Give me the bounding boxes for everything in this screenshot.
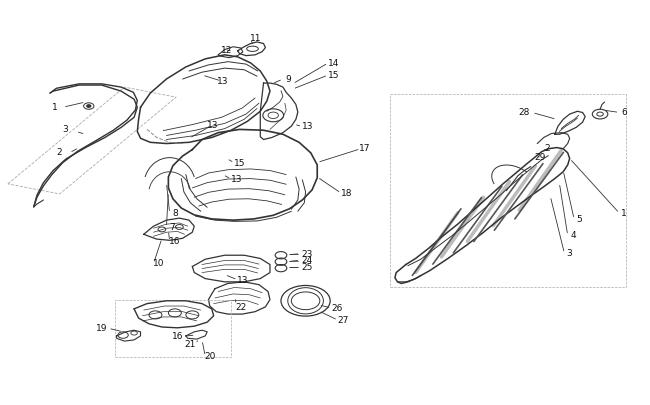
Text: 19: 19 xyxy=(96,323,107,332)
Text: 18: 18 xyxy=(341,188,352,197)
Text: 20: 20 xyxy=(205,351,216,360)
Text: 15: 15 xyxy=(234,158,245,167)
Text: 16: 16 xyxy=(169,237,181,245)
Text: 9: 9 xyxy=(285,75,291,83)
Text: 1: 1 xyxy=(51,102,57,111)
Text: 11: 11 xyxy=(250,34,261,43)
Text: 2: 2 xyxy=(544,144,550,153)
Text: 26: 26 xyxy=(331,303,343,312)
Text: 14: 14 xyxy=(328,58,339,67)
Text: 16: 16 xyxy=(172,331,183,340)
Text: 6: 6 xyxy=(621,108,627,117)
Text: 10: 10 xyxy=(153,259,164,268)
Text: 28: 28 xyxy=(519,108,530,117)
Text: 25: 25 xyxy=(301,263,313,272)
Text: 13: 13 xyxy=(302,122,313,131)
Text: 13: 13 xyxy=(237,275,248,284)
Text: 22: 22 xyxy=(235,302,246,311)
Text: 27: 27 xyxy=(337,315,349,324)
Text: 21: 21 xyxy=(185,339,196,348)
Text: 5: 5 xyxy=(577,215,582,224)
Text: 15: 15 xyxy=(328,70,339,79)
Text: 24: 24 xyxy=(301,256,313,264)
Text: 12: 12 xyxy=(221,46,232,55)
Text: 13: 13 xyxy=(207,121,219,130)
Text: 3: 3 xyxy=(62,125,68,134)
Text: 13: 13 xyxy=(217,77,229,85)
Text: 2: 2 xyxy=(57,147,62,156)
Text: 3: 3 xyxy=(567,249,573,258)
Text: 1: 1 xyxy=(621,209,627,217)
Text: 4: 4 xyxy=(570,230,576,240)
Text: 17: 17 xyxy=(359,144,371,153)
Text: 8: 8 xyxy=(172,209,177,217)
Text: 23: 23 xyxy=(301,249,313,258)
Text: 13: 13 xyxy=(231,174,242,183)
Text: 29: 29 xyxy=(535,152,546,161)
Circle shape xyxy=(87,106,91,108)
Text: 7: 7 xyxy=(169,222,174,232)
